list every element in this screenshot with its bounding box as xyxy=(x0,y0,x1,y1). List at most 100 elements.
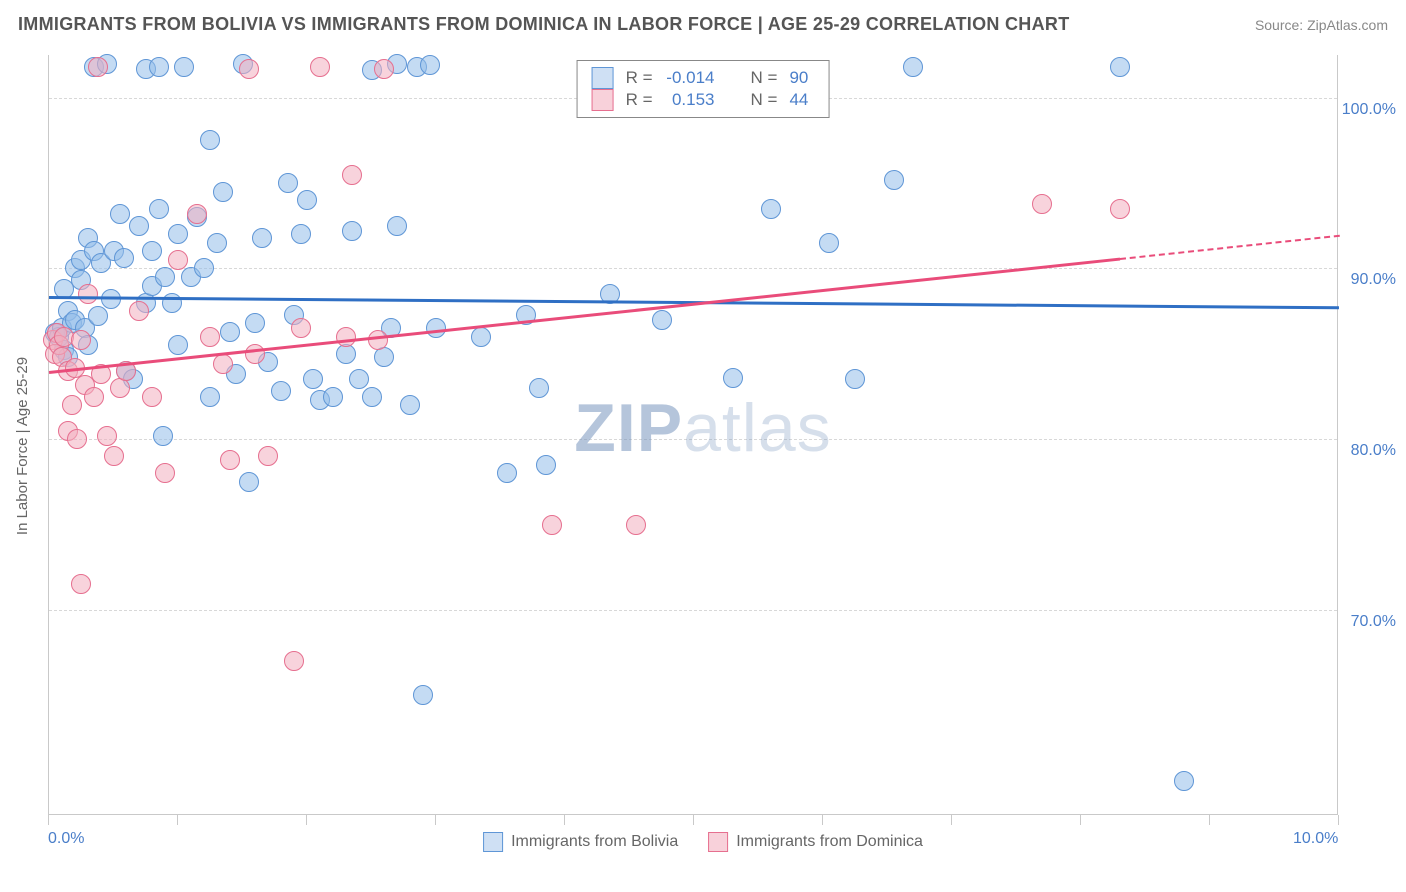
scatter-point xyxy=(213,182,233,202)
scatter-point xyxy=(819,233,839,253)
scatter-point xyxy=(884,170,904,190)
scatter-point xyxy=(168,335,188,355)
scatter-point xyxy=(104,446,124,466)
scatter-point xyxy=(323,387,343,407)
scatter-point xyxy=(400,395,420,415)
scatter-point xyxy=(194,258,214,278)
scatter-point xyxy=(536,455,556,475)
plot-area xyxy=(48,55,1338,815)
scatter-point xyxy=(845,369,865,389)
scatter-point xyxy=(78,284,98,304)
x-tick-label: 10.0% xyxy=(1293,830,1338,848)
scatter-point xyxy=(62,395,82,415)
scatter-point xyxy=(420,55,440,75)
chart-container: IMMIGRANTS FROM BOLIVIA VS IMMIGRANTS FR… xyxy=(0,0,1406,892)
scatter-point xyxy=(252,228,272,248)
scatter-point xyxy=(310,57,330,77)
scatter-point xyxy=(149,199,169,219)
y-tick-label: 80.0% xyxy=(1351,442,1396,460)
scatter-point xyxy=(168,224,188,244)
scatter-point xyxy=(71,330,91,350)
scatter-point xyxy=(1032,194,1052,214)
scatter-point xyxy=(239,472,259,492)
scatter-point xyxy=(97,426,117,446)
scatter-point xyxy=(1110,57,1130,77)
scatter-point xyxy=(200,387,220,407)
x-tick xyxy=(435,815,436,825)
scatter-point xyxy=(220,322,240,342)
legend-r-value: 0.153 xyxy=(665,90,715,110)
scatter-point xyxy=(110,204,130,224)
x-tick xyxy=(306,815,307,825)
x-tick xyxy=(1080,815,1081,825)
scatter-point xyxy=(542,515,562,535)
scatter-point xyxy=(342,165,362,185)
scatter-point xyxy=(497,463,517,483)
series-legend: Immigrants from Bolivia Immigrants from D… xyxy=(483,832,923,852)
y-tick-label: 100.0% xyxy=(1342,101,1396,119)
scatter-point xyxy=(149,57,169,77)
scatter-point xyxy=(413,685,433,705)
scatter-point xyxy=(471,327,491,347)
legend-swatch xyxy=(592,89,614,111)
scatter-point xyxy=(245,344,265,364)
y-tick-label: 70.0% xyxy=(1351,613,1396,631)
scatter-point xyxy=(88,306,108,326)
legend-row: R =-0.014N =90 xyxy=(592,67,815,89)
legend-swatch xyxy=(592,67,614,89)
scatter-point xyxy=(71,574,91,594)
y-axis-label: In Labor Force | Age 25-29 xyxy=(14,357,31,535)
scatter-point xyxy=(200,327,220,347)
legend-label: Immigrants from Bolivia xyxy=(511,833,678,851)
scatter-point xyxy=(652,310,672,330)
scatter-point xyxy=(155,463,175,483)
gridline xyxy=(49,439,1337,440)
chart-title: IMMIGRANTS FROM BOLIVIA VS IMMIGRANTS FR… xyxy=(18,14,1070,35)
legend-r-label: R = xyxy=(626,90,653,110)
scatter-point xyxy=(200,130,220,150)
x-tick xyxy=(1209,815,1210,825)
gridline xyxy=(49,610,1337,611)
scatter-point xyxy=(374,347,394,367)
scatter-point xyxy=(349,369,369,389)
legend-n-label: N = xyxy=(751,90,778,110)
x-tick xyxy=(177,815,178,825)
scatter-point xyxy=(258,446,278,466)
x-tick xyxy=(564,815,565,825)
title-bar: IMMIGRANTS FROM BOLIVIA VS IMMIGRANTS FR… xyxy=(18,14,1388,35)
legend-item: Immigrants from Dominica xyxy=(708,832,923,852)
legend-swatch xyxy=(708,832,728,852)
scatter-point xyxy=(761,199,781,219)
x-tick xyxy=(1338,815,1339,825)
scatter-point xyxy=(1174,771,1194,791)
scatter-point xyxy=(174,57,194,77)
scatter-point xyxy=(101,289,121,309)
correlation-legend: R =-0.014N =90R =0.153N =44 xyxy=(577,60,830,118)
scatter-point xyxy=(271,381,291,401)
scatter-point xyxy=(213,354,233,374)
scatter-point xyxy=(723,368,743,388)
scatter-point xyxy=(342,221,362,241)
scatter-point xyxy=(291,224,311,244)
legend-item: Immigrants from Bolivia xyxy=(483,832,678,852)
legend-n-value: 44 xyxy=(789,90,814,110)
scatter-point xyxy=(291,318,311,338)
x-tick-label: 0.0% xyxy=(48,830,84,848)
legend-r-value: -0.014 xyxy=(665,68,715,88)
scatter-point xyxy=(142,387,162,407)
scatter-point xyxy=(529,378,549,398)
scatter-point xyxy=(903,57,923,77)
scatter-point xyxy=(67,429,87,449)
scatter-point xyxy=(153,426,173,446)
scatter-point xyxy=(336,344,356,364)
scatter-point xyxy=(187,204,207,224)
scatter-point xyxy=(374,59,394,79)
source-attribution: Source: ZipAtlas.com xyxy=(1255,17,1388,33)
scatter-point xyxy=(88,57,108,77)
scatter-point xyxy=(626,515,646,535)
x-tick xyxy=(693,815,694,825)
y-tick-label: 90.0% xyxy=(1351,271,1396,289)
scatter-point xyxy=(278,173,298,193)
legend-n-label: N = xyxy=(751,68,778,88)
scatter-point xyxy=(110,378,130,398)
